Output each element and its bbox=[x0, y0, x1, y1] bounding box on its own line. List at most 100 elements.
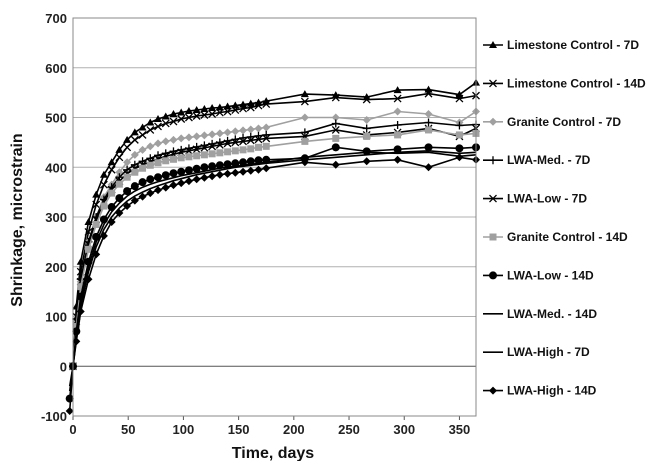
data-point bbox=[99, 170, 108, 178]
series-line-8 bbox=[68, 149, 477, 392]
data-point bbox=[215, 103, 224, 111]
data-point bbox=[200, 143, 209, 152]
data-point bbox=[115, 173, 124, 182]
data-point bbox=[262, 100, 271, 109]
data-point bbox=[169, 169, 178, 178]
data-point bbox=[254, 135, 263, 144]
data-point bbox=[424, 143, 433, 152]
data-point bbox=[184, 177, 193, 186]
data-point bbox=[216, 149, 224, 157]
data-point bbox=[231, 106, 240, 114]
data-point bbox=[200, 105, 209, 113]
data-point bbox=[169, 181, 178, 190]
data-point bbox=[185, 153, 193, 161]
data-point bbox=[177, 134, 186, 143]
series-group bbox=[65, 78, 480, 416]
data-point bbox=[130, 135, 139, 144]
data-point bbox=[107, 217, 116, 226]
data-point bbox=[65, 407, 74, 416]
data-point bbox=[123, 202, 132, 211]
data-point bbox=[215, 140, 224, 149]
data-point bbox=[262, 123, 271, 132]
data-point bbox=[331, 143, 340, 152]
data-point bbox=[192, 106, 201, 114]
data-point bbox=[108, 189, 116, 197]
legend-marker bbox=[489, 194, 497, 203]
data-point bbox=[393, 107, 402, 116]
y-tick-label: 100 bbox=[45, 310, 67, 325]
data-point bbox=[115, 209, 124, 218]
data-point bbox=[455, 131, 463, 139]
data-point bbox=[208, 162, 217, 171]
data-point bbox=[177, 179, 186, 188]
legend-marker bbox=[489, 386, 497, 395]
y-tick-label: -100 bbox=[41, 409, 67, 424]
series-line-9 bbox=[68, 156, 477, 412]
data-point bbox=[208, 110, 217, 118]
data-point bbox=[254, 124, 263, 133]
data-point bbox=[92, 220, 100, 228]
data-point bbox=[115, 153, 124, 162]
data-point bbox=[215, 108, 224, 117]
data-point bbox=[192, 175, 201, 184]
data-point bbox=[393, 120, 402, 129]
gridlines bbox=[72, 17, 476, 420]
data-point bbox=[123, 187, 132, 196]
data-point bbox=[65, 394, 74, 403]
data-point bbox=[223, 128, 232, 137]
data-point bbox=[184, 133, 193, 142]
data-point bbox=[208, 172, 217, 181]
series-line-4 bbox=[72, 127, 477, 367]
data-point bbox=[200, 131, 209, 140]
data-point bbox=[130, 160, 139, 169]
y-tick-label: 500 bbox=[45, 111, 67, 126]
data-point bbox=[123, 135, 132, 143]
data-point bbox=[184, 146, 193, 155]
x-tick-label: 300 bbox=[393, 422, 415, 437]
legend-label: Limestone Control - 14D bbox=[507, 76, 646, 90]
data-point bbox=[208, 142, 217, 151]
data-point bbox=[161, 171, 170, 180]
data-point bbox=[107, 158, 116, 166]
data-point bbox=[208, 150, 216, 158]
data-point bbox=[100, 202, 108, 210]
data-point bbox=[424, 163, 433, 172]
legend-label: LWA-High - 14D bbox=[507, 384, 597, 398]
data-point bbox=[154, 122, 162, 131]
data-point bbox=[393, 86, 402, 94]
data-point bbox=[99, 180, 108, 189]
data-point bbox=[146, 142, 155, 151]
data-point bbox=[169, 135, 178, 144]
series-5 bbox=[69, 126, 480, 370]
data-point bbox=[231, 127, 240, 136]
data-point bbox=[115, 145, 124, 153]
data-point bbox=[131, 168, 139, 176]
data-point bbox=[246, 166, 255, 175]
data-point bbox=[146, 175, 155, 184]
data-point bbox=[84, 245, 92, 253]
data-point bbox=[393, 155, 402, 164]
series-line-2 bbox=[72, 110, 477, 367]
x-tick-labels: 0 50 100 150 200 250 300 350 bbox=[69, 422, 470, 437]
data-point bbox=[200, 111, 209, 119]
data-point bbox=[146, 125, 155, 134]
data-point bbox=[254, 165, 263, 174]
data-point bbox=[231, 138, 240, 147]
data-point bbox=[301, 137, 309, 145]
data-point bbox=[169, 117, 178, 126]
data-point bbox=[107, 165, 116, 174]
data-point bbox=[394, 131, 402, 139]
data-point bbox=[200, 163, 209, 172]
data-point bbox=[300, 113, 309, 122]
data-point bbox=[455, 121, 464, 130]
data-point bbox=[231, 101, 240, 109]
data-point bbox=[332, 134, 340, 142]
y-tick-label: 200 bbox=[45, 260, 67, 275]
data-point bbox=[424, 118, 433, 127]
x-axis-title: Time, days bbox=[232, 445, 315, 461]
x-tick-label: 150 bbox=[228, 422, 250, 437]
y-tick-label: 400 bbox=[45, 160, 67, 175]
legend-marker bbox=[489, 233, 497, 241]
y-tick-labels: -100 0 100 200 300 400 500 600 700 bbox=[41, 11, 67, 424]
